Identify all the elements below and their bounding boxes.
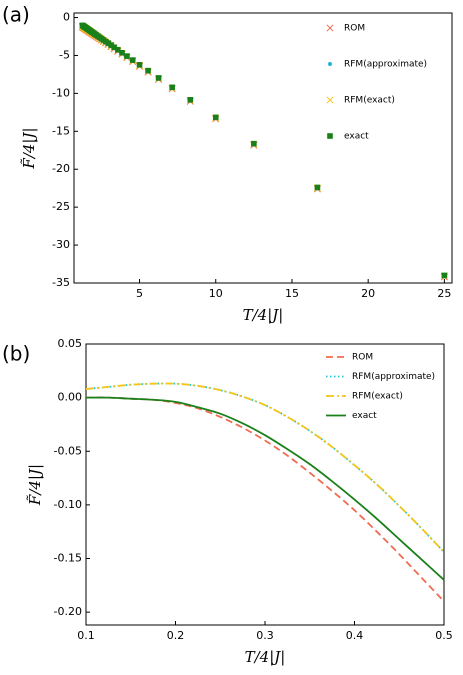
x-axis-label: T/4|J| [245,648,286,666]
data-point [129,57,136,63]
data-point [108,42,114,48]
data-point [145,67,151,74]
y-axis-label: F̃/4|J| [20,127,38,169]
data-point [114,46,121,53]
legend-label: RFM(approximate) [344,60,427,70]
panel-label: (b) [2,342,30,366]
data-point [79,22,86,29]
legend-marker [326,96,334,104]
y-tick-label: -15 [52,124,70,137]
x-tick-label: 15 [285,287,299,300]
legend-label: ROM [344,24,365,34]
y-tick-label: 0.05 [58,337,83,350]
series-line [85,396,445,603]
data-point [111,44,117,51]
series-line [85,382,445,553]
legend-marker [326,24,334,32]
plot-frame [73,12,453,284]
data-point [212,114,219,121]
data-point [441,272,448,279]
legend-label: RFM(exact) [344,96,395,106]
plot-frame [85,343,445,626]
x-tick-label: 0.1 [77,629,95,642]
data-point [136,62,143,68]
data-point [124,53,130,59]
x-axis-label: T/4|J| [243,306,284,324]
series-line [85,396,445,581]
data-point [169,84,175,91]
legend-label: exact [352,411,377,421]
legend-label: RFM(approximate) [352,372,435,382]
y-tick-label: -0.10 [54,498,82,511]
series-line [85,382,445,553]
y-tick-label: -10 [52,86,70,99]
data-point [155,75,162,81]
x-tick-label: 0.3 [256,629,274,642]
y-tick-label: 0 [63,11,70,24]
x-tick-label: 0.2 [167,629,185,642]
data-point [314,184,321,191]
y-tick-label: 0.00 [58,391,83,404]
legend-marker [327,133,333,139]
x-tick-label: 20 [361,287,375,300]
y-tick-label: -5 [59,48,70,61]
y-tick-label: -25 [52,200,70,213]
y-tick-label: -35 [52,276,70,289]
x-tick-label: 25 [437,287,451,300]
x-tick-label: 5 [136,287,143,300]
data-point [187,97,194,103]
y-tick-label: -0.15 [54,552,82,565]
data-point [119,49,125,56]
data-point [251,140,257,147]
x-tick-label: 10 [209,287,223,300]
legend-label: ROM [352,353,373,363]
y-axis-label: F̃/4|J| [26,464,44,506]
y-tick-label: -30 [52,238,70,251]
x-tick-label: 0.4 [346,629,364,642]
panel-label: (a) [2,3,30,27]
y-tick-label: -0.20 [54,605,82,618]
x-tick-label: 0.5 [435,629,453,642]
y-tick-label: -20 [52,162,70,175]
y-tick-label: -0.05 [54,444,82,457]
legend-label: RFM(exact) [352,392,403,402]
legend-marker [328,62,332,66]
legend-label: exact [344,132,369,142]
